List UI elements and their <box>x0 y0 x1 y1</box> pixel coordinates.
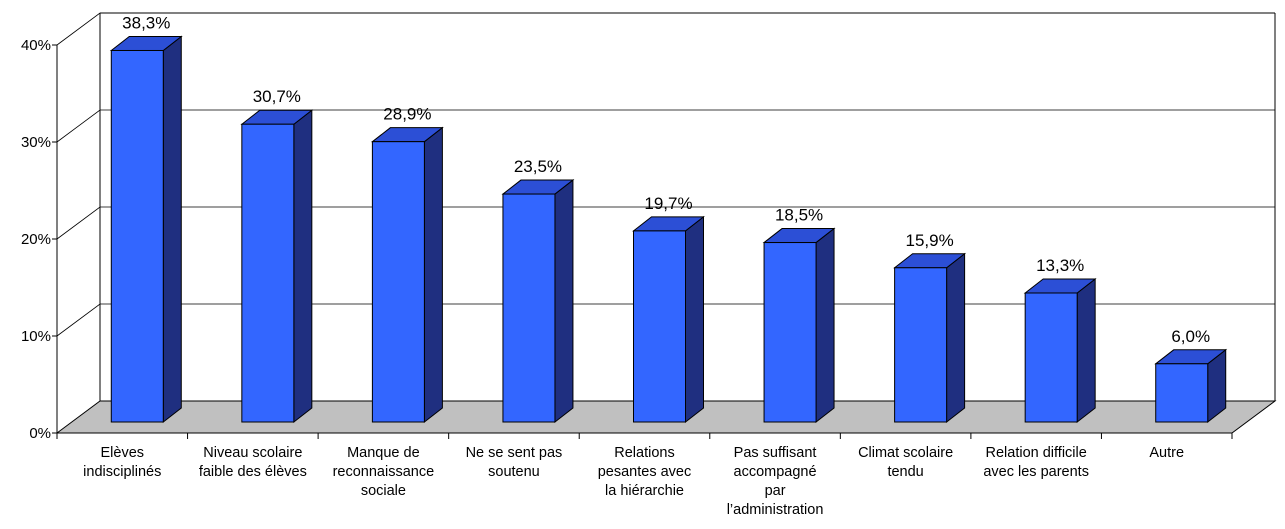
data-label: 18,5% <box>775 206 823 225</box>
bar-front <box>502 193 556 423</box>
x-category-label-line: Ne se sent pas <box>466 445 563 461</box>
x-category-label-line: soutenu <box>488 464 540 480</box>
y-tick-label: 0% <box>29 425 51 442</box>
bar <box>370 126 444 424</box>
bar-side <box>423 126 443 424</box>
x-category-label-line: sociale <box>361 483 406 499</box>
bar <box>109 35 183 424</box>
data-label: 19,7% <box>644 194 692 213</box>
bar-side <box>685 215 704 424</box>
gridline <box>56 206 1275 240</box>
data-label: 28,9% <box>383 105 431 124</box>
bar-front <box>110 49 164 423</box>
x-category-label-line: indisciplinés <box>83 464 161 480</box>
bar <box>501 179 575 424</box>
x-category-label: Ne se sent pas soutenu <box>466 445 563 480</box>
x-category-label-line: Pas suffisant <box>734 445 817 461</box>
x-category-label-line: Niveau scolaire <box>203 445 302 461</box>
bar-front <box>1024 292 1078 423</box>
x-category-label: Climat scolaire tendu <box>858 445 953 480</box>
bar-front <box>1155 363 1209 423</box>
bar <box>240 109 314 424</box>
x-category-label-line: Relations <box>614 445 674 461</box>
x-category-label-line: reconnaissance <box>333 464 435 480</box>
x-category-label-line: Relation difficile <box>986 445 1087 461</box>
x-category-label-line: pesantes avec <box>598 464 692 480</box>
bar-front <box>241 123 295 423</box>
x-category-label-line: Elèves <box>101 445 145 461</box>
gridline <box>56 303 1275 337</box>
data-label: 15,9% <box>906 231 954 250</box>
x-category-label-line: accompagné <box>734 464 817 480</box>
x-category-label-line: Autre <box>1149 445 1184 461</box>
data-label: 23,5% <box>514 157 562 176</box>
x-category-label-line: faible des élèves <box>199 464 307 480</box>
x-category-label-line: l’administration <box>727 502 824 518</box>
data-label: 30,7% <box>253 87 301 106</box>
x-category-label-line: tendu <box>887 464 923 480</box>
bar <box>1023 277 1097 424</box>
x-category-label-line: avec les parents <box>983 464 1089 480</box>
bar-side <box>162 35 182 424</box>
data-label: 6,0% <box>1171 327 1210 346</box>
bar-front <box>763 242 817 423</box>
bar-side <box>554 179 574 424</box>
bar <box>893 252 967 424</box>
y-tick-label: 40% <box>21 37 51 54</box>
bar-side <box>815 227 835 424</box>
x-category-label: Autre <box>1149 445 1184 461</box>
x-category-label-line: Manque de <box>347 445 420 461</box>
bar <box>1154 348 1228 424</box>
bar-side <box>946 252 966 424</box>
gridline <box>56 12 1275 46</box>
y-tick-label: 10% <box>21 328 51 345</box>
x-category-label-line: la hiérarchie <box>605 483 684 499</box>
bar-side <box>293 109 313 424</box>
x-category-label: Manque de reconnaissance sociale <box>333 445 435 499</box>
data-label: 13,3% <box>1036 256 1084 275</box>
bar-front <box>633 230 686 423</box>
bar <box>632 215 705 424</box>
bar-front <box>894 267 948 423</box>
x-category-label: Relations pesantes avec la hiérarchie <box>598 445 692 499</box>
bar-front <box>371 141 425 423</box>
x-category-label-line: Climat scolaire <box>858 445 953 461</box>
gridline <box>56 109 1275 143</box>
y-tick-label: 20% <box>21 231 51 248</box>
x-category-label: Pas suffisant accompagné par l’administrati… <box>727 445 824 518</box>
bar <box>762 227 836 424</box>
x-category-label: Niveau scolaire faible des élèves <box>199 445 307 480</box>
y-tick-label: 30% <box>21 134 51 151</box>
x-category-label: Relation difficile avec les parents <box>983 445 1089 480</box>
bar-side <box>1076 277 1096 424</box>
x-category-label: Elèves indisciplinés <box>83 445 161 480</box>
data-label: 38,3% <box>122 13 170 32</box>
x-category-label-line: par <box>765 483 786 499</box>
